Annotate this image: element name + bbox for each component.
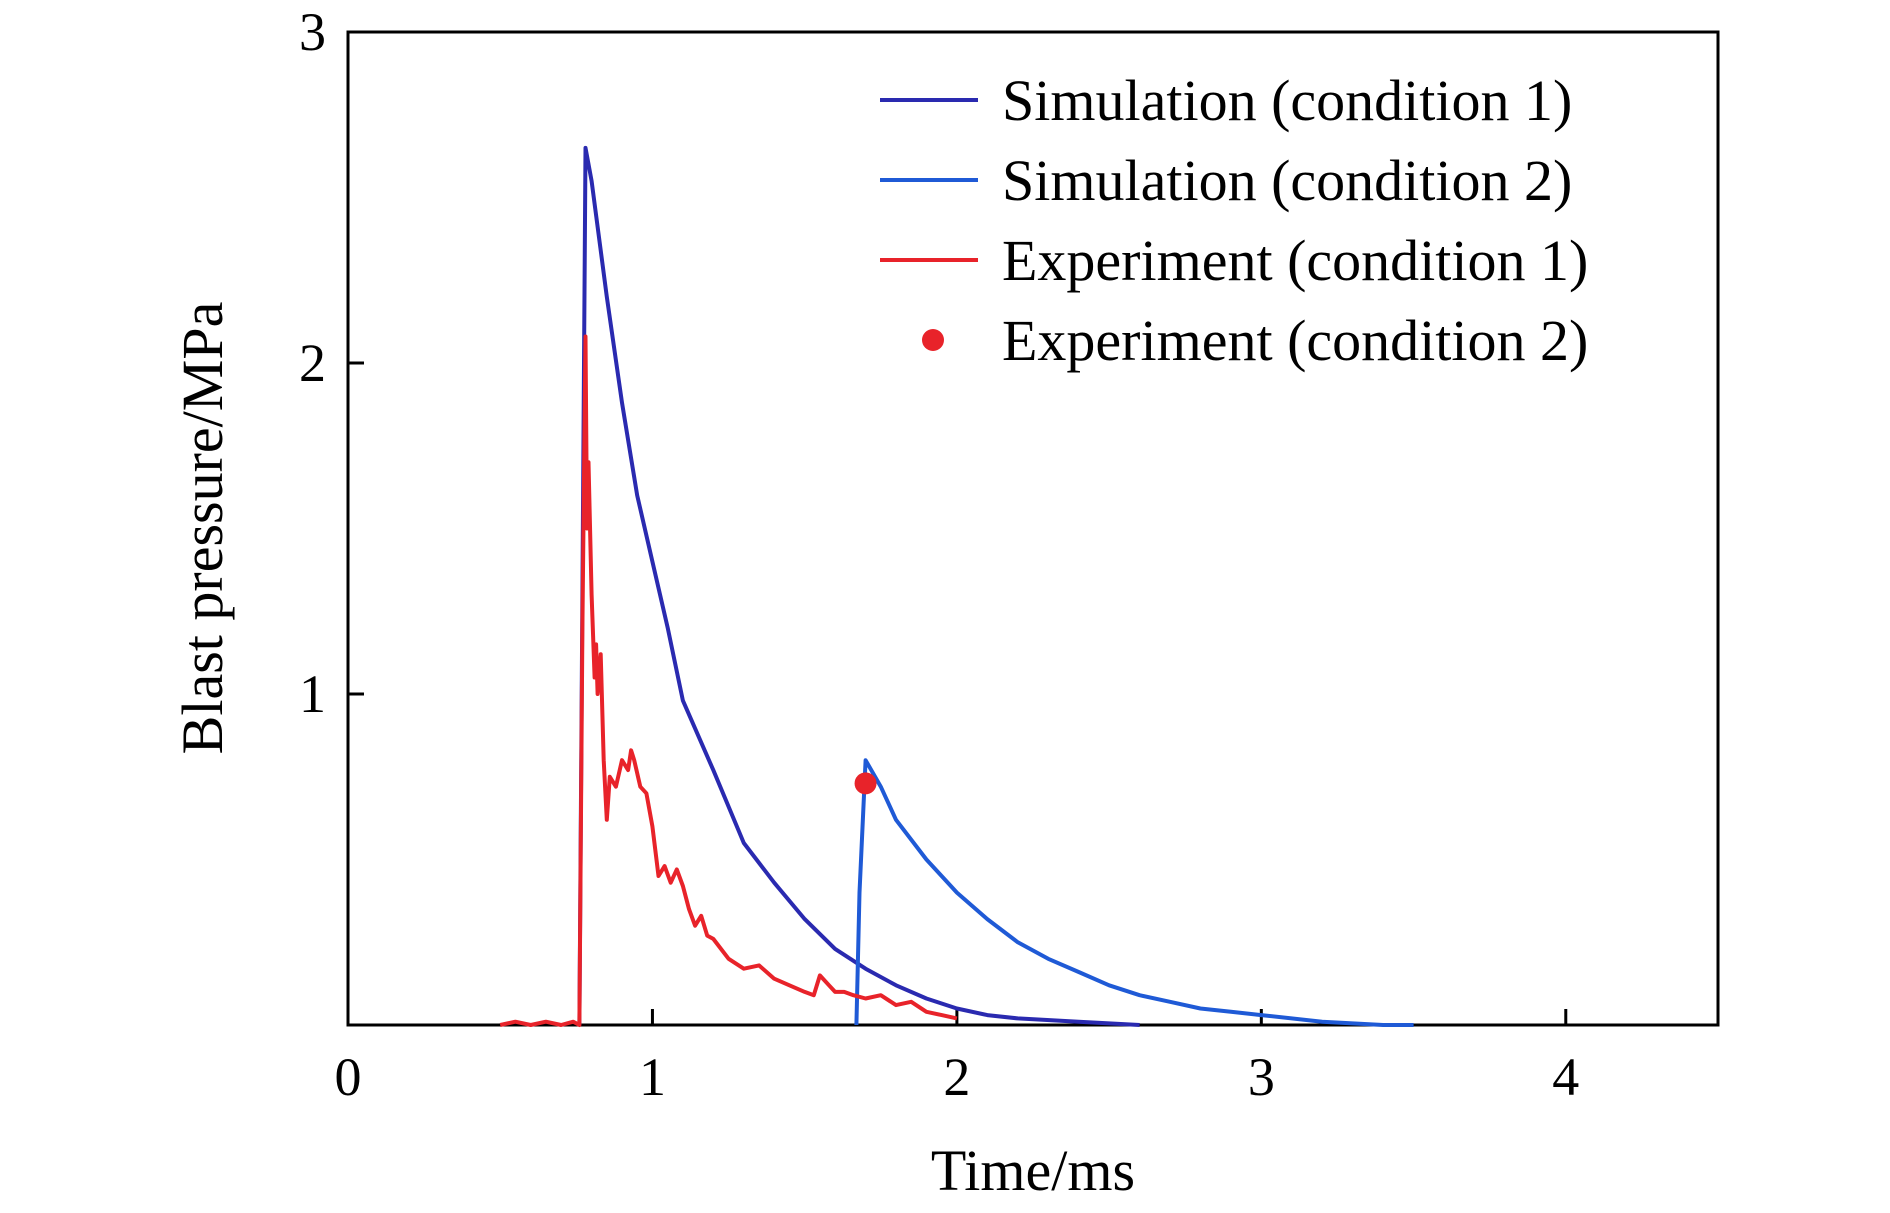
series-line-2	[854, 758, 1414, 1027]
legend-label-2: Simulation (condition 2)	[1002, 148, 1572, 213]
x-tick-label: 0	[335, 1047, 362, 1107]
series-line-3	[499, 334, 958, 1027]
x-tick-label: 1	[639, 1047, 666, 1107]
y-tick-label: 1	[299, 664, 326, 724]
legend-marker-4	[922, 329, 944, 351]
legend-label-1: Simulation (condition 1)	[1002, 68, 1572, 133]
legend-label-3: Experiment (condition 1)	[1002, 228, 1588, 293]
x-tick-label: 4	[1552, 1047, 1579, 1107]
series-point-4	[854, 772, 877, 795]
legend-label-4: Experiment (condition 2)	[1002, 308, 1588, 373]
y-tick-label: 2	[299, 333, 326, 393]
y-axis-title: Blast pressure/MPa	[170, 302, 235, 755]
x-tick-label: 3	[1248, 1047, 1275, 1107]
legend: Simulation (condition 1) Simulation (cond…	[880, 68, 1588, 373]
plot-frame	[346, 30, 1720, 1027]
series-layer	[499, 145, 1414, 1027]
x-axis-title: Time/ms	[931, 1138, 1135, 1203]
x-tick-label: 2	[943, 1047, 970, 1107]
y-tick-label: 3	[299, 2, 326, 62]
axis-ticks: 0 1 2 3 4 1 2 3	[299, 2, 1579, 1107]
series-line-1	[577, 145, 1140, 1027]
